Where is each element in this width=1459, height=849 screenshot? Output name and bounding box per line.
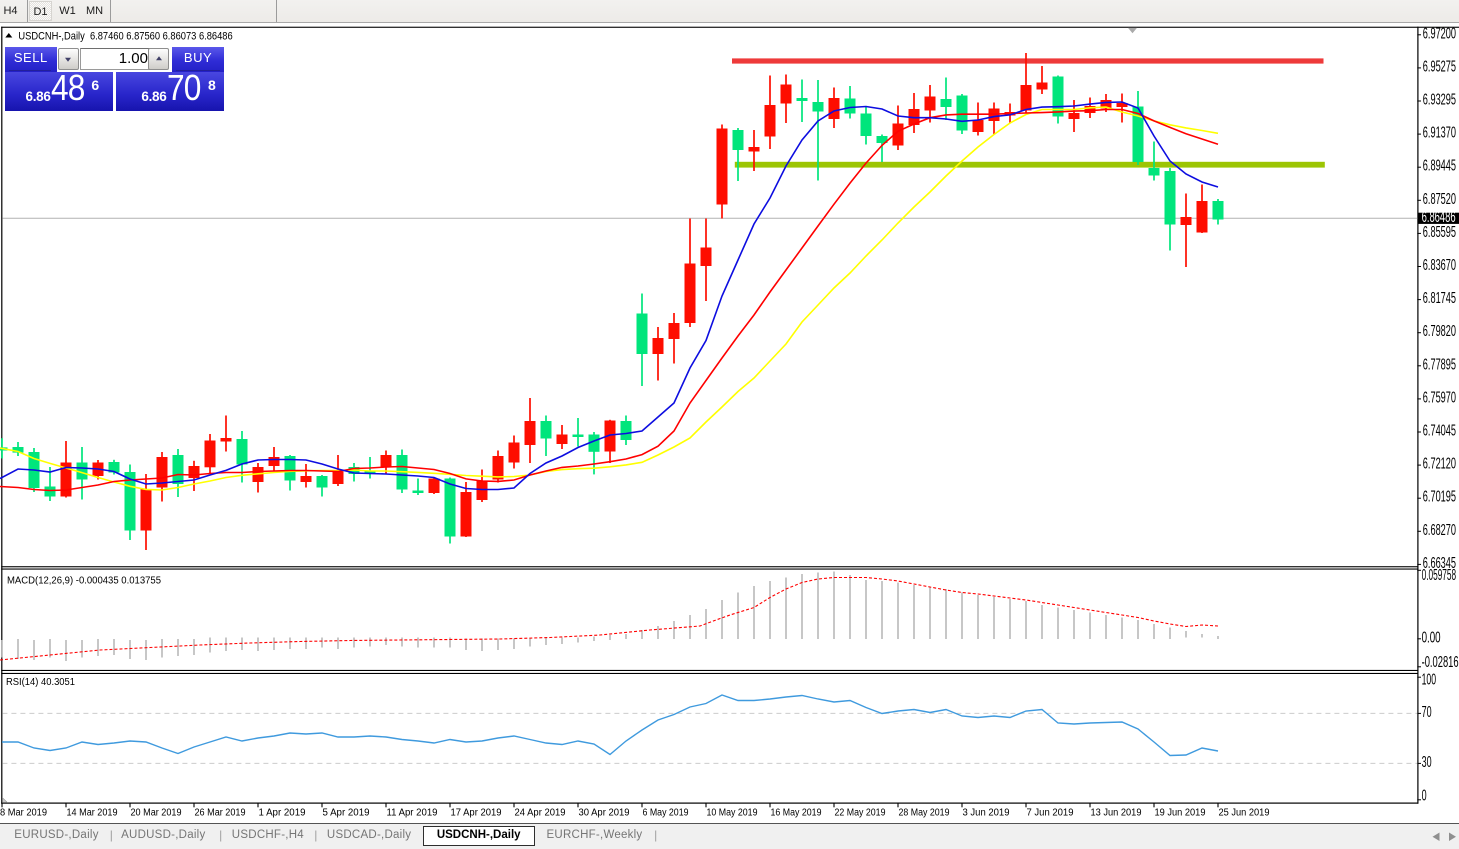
svg-text:6.86486: 6.86486 [1422,209,1456,226]
svg-text:USDCNH-,Daily 6.87460 6.87560: USDCNH-,Daily 6.87460 6.87560 6.86073 6.… [18,30,232,42]
svg-text:-0.02816: -0.02816 [1422,654,1459,671]
svg-text:6.70195: 6.70195 [1423,489,1456,506]
svg-text:14 Mar 2019: 14 Mar 2019 [67,808,118,819]
svg-text:13 Jun 2019: 13 Jun 2019 [1091,808,1142,819]
svg-text:6.68270: 6.68270 [1423,522,1456,539]
svg-text:6.91370: 6.91370 [1423,125,1456,142]
svg-text:6.79820: 6.79820 [1423,323,1456,340]
svg-text:6.89445: 6.89445 [1423,158,1456,175]
svg-text:3 Jun 2019: 3 Jun 2019 [963,808,1010,819]
svg-text:100: 100 [1422,671,1437,688]
svg-text:10 May 2019: 10 May 2019 [707,808,758,819]
svg-text:26 Mar 2019: 26 Mar 2019 [195,808,246,819]
svg-text:24 Apr 2019: 24 Apr 2019 [515,808,566,819]
svg-text:16 May 2019: 16 May 2019 [771,808,822,819]
svg-text:0.059758: 0.059758 [1422,567,1457,584]
svg-text:20 Mar 2019: 20 Mar 2019 [131,808,182,819]
svg-text:6.75970: 6.75970 [1423,389,1456,406]
svg-text:6.81745: 6.81745 [1423,290,1456,307]
svg-text:MACD(12,26,9) -0.000435 0.0137: MACD(12,26,9) -0.000435 0.013755 [7,576,161,587]
svg-text:6.83670: 6.83670 [1423,257,1456,274]
svg-text:6.93295: 6.93295 [1423,92,1456,109]
svg-text:70: 70 [1422,704,1432,721]
svg-text:19 Jun 2019: 19 Jun 2019 [1155,808,1206,819]
svg-text:25 Jun 2019: 25 Jun 2019 [1219,808,1270,819]
svg-text:30: 30 [1422,754,1432,771]
svg-text:6.72120: 6.72120 [1423,456,1456,473]
svg-text:0: 0 [1422,788,1427,805]
svg-text:6.87520: 6.87520 [1423,191,1456,208]
svg-text:6.74045: 6.74045 [1423,423,1456,440]
svg-text:6.77895: 6.77895 [1423,356,1456,373]
svg-text:28 May 2019: 28 May 2019 [899,808,950,819]
svg-text:6.95275: 6.95275 [1423,58,1456,75]
svg-text:1 Apr 2019: 1 Apr 2019 [259,808,306,819]
svg-text:8 Mar 2019: 8 Mar 2019 [0,808,47,819]
svg-text:11 Apr 2019: 11 Apr 2019 [387,808,438,819]
svg-text:6.85595: 6.85595 [1423,224,1456,241]
svg-text:17 Apr 2019: 17 Apr 2019 [451,808,502,819]
svg-text:0.00: 0.00 [1422,629,1441,646]
svg-text:6.97200: 6.97200 [1423,25,1456,42]
svg-text:6 May 2019: 6 May 2019 [643,808,689,819]
svg-text:22 May 2019: 22 May 2019 [835,808,886,819]
svg-text:5 Apr 2019: 5 Apr 2019 [323,808,370,819]
svg-text:RSI(14) 40.3051: RSI(14) 40.3051 [6,677,75,688]
svg-text:6.66345: 6.66345 [1423,555,1456,572]
svg-text:30 Apr 2019: 30 Apr 2019 [579,808,630,819]
svg-text:7 Jun 2019: 7 Jun 2019 [1027,808,1074,819]
